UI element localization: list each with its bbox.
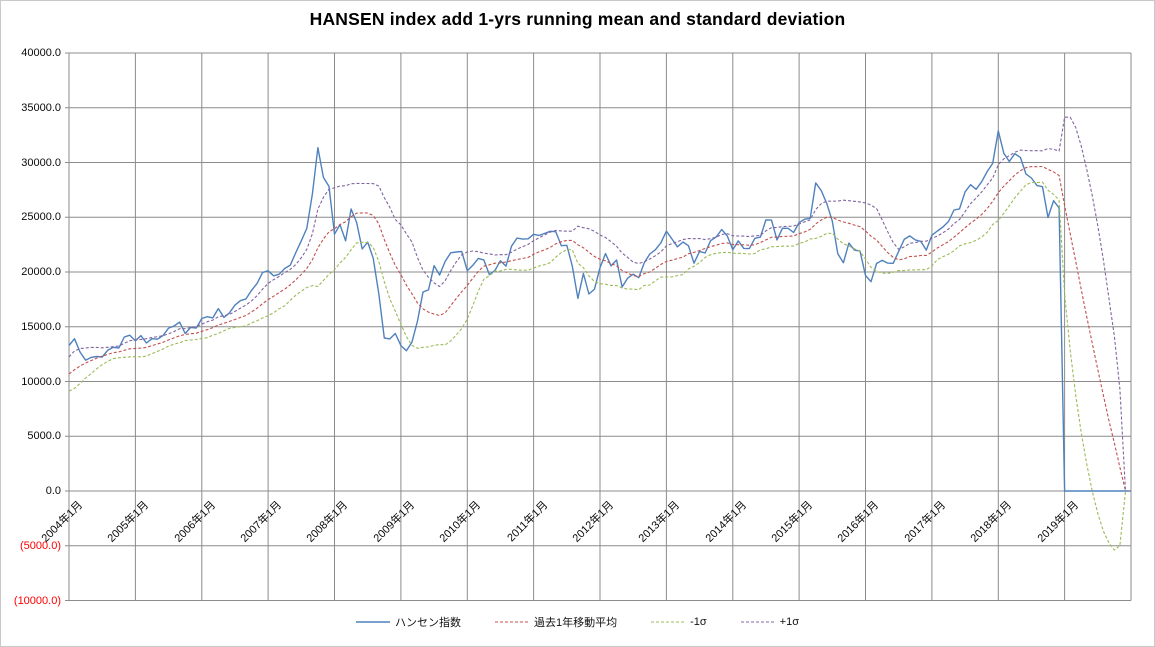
- y-axis-label: 20000.0: [21, 266, 61, 278]
- y-axis-label: (5000.0): [20, 540, 61, 552]
- legend-item-minus: -1σ: [651, 616, 707, 628]
- legend-item-mean: 過去1年移動平均: [494, 614, 618, 630]
- series-line-mean: [68, 165, 1131, 492]
- legend-line-sample-icon: [651, 621, 686, 623]
- series-line-plus: [68, 116, 1131, 492]
- y-axis-label: (10000.0): [13, 595, 61, 607]
- legend-item-plus: +1σ: [740, 616, 800, 628]
- legend: ハンセン指数 過去1年移動平均 -1σ +1σ: [1, 614, 1154, 630]
- y-axis-label: 35000.0: [21, 102, 61, 114]
- series-line-raw: [68, 130, 1131, 492]
- legend-label: -1σ: [690, 616, 707, 628]
- legend-label: +1σ: [779, 616, 800, 628]
- y-axis-label: 0.0: [45, 485, 61, 497]
- legend-label: ハンセン指数: [394, 617, 461, 629]
- legend-item-raw: ハンセン指数: [355, 614, 461, 630]
- y-axis-label: 5000.0: [27, 430, 61, 442]
- y-axis-label: 40000.0: [21, 47, 61, 59]
- y-axis-label: 30000.0: [21, 157, 61, 169]
- y-axis-label: 15000.0: [21, 321, 61, 333]
- chart-title: HANSEN index add 1-yrs running mean and …: [309, 9, 846, 29]
- legend-label: 過去1年移動平均: [533, 617, 618, 629]
- y-axis-label: 10000.0: [21, 376, 61, 388]
- y-axis-label: 25000.0: [21, 211, 61, 223]
- legend-line-sample-icon: [355, 621, 390, 623]
- legend-line-sample-icon: [494, 621, 529, 623]
- legend-line-sample-icon: [740, 621, 775, 623]
